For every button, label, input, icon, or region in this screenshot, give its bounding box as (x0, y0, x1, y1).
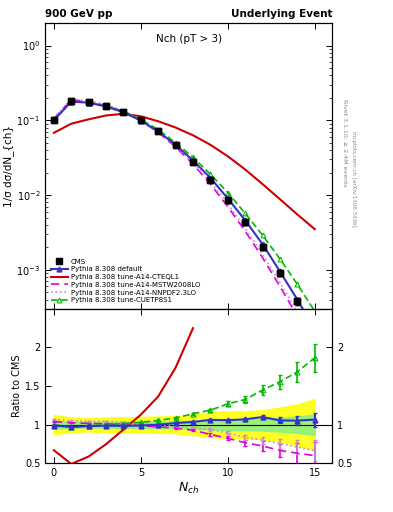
Pythia 8.308 tune-CUETP8S1 (104, 103, 108, 109)
Pythia 8.308 default (173, 142, 178, 148)
Pythia 8.308 tune-A14-NNPDF2.3LO (104, 101, 108, 108)
Pythia 8.308 tune-A14-NNPDF2.3LO (295, 309, 300, 315)
Line: Pythia 8.308 default: Pythia 8.308 default (51, 99, 317, 332)
Pythia 8.308 tune-A14-MSTW2008LO (51, 116, 56, 122)
Pythia 8.308 tune-CUETP8S1 (191, 154, 195, 160)
Pythia 8.308 default (295, 296, 300, 303)
Pythia 8.308 tune-A14-NNPDF2.3LO (312, 342, 317, 348)
Line: Pythia 8.308 tune-A14-NNPDF2.3LO: Pythia 8.308 tune-A14-NNPDF2.3LO (54, 99, 315, 345)
Pythia 8.308 tune-A14-CTEQL1 (312, 226, 317, 232)
Pythia 8.308 tune-A14-NNPDF2.3LO (226, 201, 230, 207)
Pythia 8.308 tune-CUETP8S1 (86, 100, 91, 106)
Pythia 8.308 tune-CUETP8S1 (260, 232, 265, 238)
Pythia 8.308 tune-A14-MSTW2008LO (277, 283, 282, 289)
Pythia 8.308 tune-A14-MSTW2008LO (295, 313, 300, 319)
Pythia 8.308 tune-CUETP8S1 (243, 210, 248, 217)
Pythia 8.308 tune-A14-NNPDF2.3LO (69, 96, 73, 102)
Y-axis label: 1/σ dσ/dN_{ch}: 1/σ dσ/dN_{ch} (3, 125, 14, 207)
Pythia 8.308 tune-A14-CTEQL1 (173, 124, 178, 131)
Pythia 8.308 tune-CUETP8S1 (69, 98, 73, 104)
Pythia 8.308 tune-A14-NNPDF2.3LO (173, 143, 178, 150)
Pythia 8.308 tune-A14-NNPDF2.3LO (277, 279, 282, 285)
Pythia 8.308 tune-A14-NNPDF2.3LO (191, 160, 195, 166)
Pythia 8.308 tune-A14-NNPDF2.3LO (121, 108, 126, 114)
Pythia 8.308 tune-A14-CTEQL1 (69, 121, 73, 127)
Pythia 8.308 tune-A14-CTEQL1 (156, 118, 161, 124)
Pythia 8.308 tune-CUETP8S1 (156, 126, 161, 133)
Pythia 8.308 tune-A14-MSTW2008LO (226, 204, 230, 210)
Pythia 8.308 tune-CUETP8S1 (226, 189, 230, 196)
Pythia 8.308 tune-CUETP8S1 (51, 117, 56, 123)
Pythia 8.308 default (243, 217, 248, 223)
Pythia 8.308 tune-A14-MSTW2008LO (104, 102, 108, 109)
Pythia 8.308 tune-A14-MSTW2008LO (243, 228, 248, 234)
Pythia 8.308 tune-CUETP8S1 (312, 308, 317, 314)
Pythia 8.308 tune-A14-MSTW2008LO (121, 109, 126, 115)
Text: 900 GeV pp: 900 GeV pp (45, 9, 113, 19)
Pythia 8.308 tune-A14-MSTW2008LO (208, 181, 213, 187)
Pythia 8.308 tune-A14-CTEQL1 (260, 181, 265, 187)
Pythia 8.308 tune-A14-MSTW2008LO (260, 254, 265, 261)
Pythia 8.308 tune-A14-CTEQL1 (121, 111, 126, 117)
Pythia 8.308 tune-A14-CTEQL1 (51, 130, 56, 136)
Pythia 8.308 default (138, 118, 143, 124)
Pythia 8.308 tune-A14-MSTW2008LO (138, 118, 143, 124)
Text: mcplots.cern.ch [arXiv:1306.3436]: mcplots.cern.ch [arXiv:1306.3436] (351, 132, 356, 227)
Y-axis label: Ratio to CMS: Ratio to CMS (12, 355, 22, 417)
Pythia 8.308 default (191, 157, 195, 163)
Pythia 8.308 default (260, 241, 265, 247)
Pythia 8.308 default (156, 129, 161, 135)
Pythia 8.308 tune-CUETP8S1 (121, 108, 126, 114)
Pythia 8.308 tune-A14-MSTW2008LO (86, 98, 91, 104)
Line: Pythia 8.308 tune-A14-MSTW2008LO: Pythia 8.308 tune-A14-MSTW2008LO (54, 100, 315, 348)
Text: Underlying Event: Underlying Event (231, 9, 332, 19)
Pythia 8.308 tune-A14-MSTW2008LO (156, 129, 161, 135)
Text: Nch (pT > 3): Nch (pT > 3) (156, 34, 222, 45)
Pythia 8.308 tune-A14-NNPDF2.3LO (243, 225, 248, 231)
Pythia 8.308 default (277, 268, 282, 274)
Pythia 8.308 tune-CUETP8S1 (138, 116, 143, 122)
Legend: CMS, Pythia 8.308 default, Pythia 8.308 tune-A14-CTEQL1, Pythia 8.308 tune-A14-M: CMS, Pythia 8.308 default, Pythia 8.308 … (49, 257, 202, 305)
Pythia 8.308 tune-A14-CTEQL1 (208, 142, 213, 148)
Pythia 8.308 tune-A14-NNPDF2.3LO (208, 179, 213, 185)
Pythia 8.308 tune-A14-NNPDF2.3LO (86, 98, 91, 104)
Pythia 8.308 default (86, 100, 91, 106)
Pythia 8.308 default (51, 117, 56, 123)
Pythia 8.308 tune-CUETP8S1 (295, 281, 300, 287)
Pythia 8.308 tune-A14-CTEQL1 (86, 116, 91, 122)
Pythia 8.308 default (69, 98, 73, 104)
Pythia 8.308 tune-CUETP8S1 (173, 140, 178, 146)
Pythia 8.308 tune-A14-MSTW2008LO (69, 97, 73, 103)
Text: Rivet 3.1.10; ≥ 2.4M events: Rivet 3.1.10; ≥ 2.4M events (342, 99, 347, 187)
Pythia 8.308 default (104, 103, 108, 110)
X-axis label: $N_{ch}$: $N_{ch}$ (178, 481, 199, 496)
Pythia 8.308 tune-A14-NNPDF2.3LO (260, 251, 265, 258)
Pythia 8.308 tune-A14-CTEQL1 (138, 113, 143, 119)
Pythia 8.308 tune-A14-CTEQL1 (243, 166, 248, 173)
Pythia 8.308 default (226, 196, 230, 202)
Pythia 8.308 default (121, 109, 126, 115)
Pythia 8.308 tune-A14-CTEQL1 (277, 196, 282, 202)
Pythia 8.308 tune-A14-CTEQL1 (226, 153, 230, 159)
Pythia 8.308 tune-CUETP8S1 (277, 256, 282, 262)
Line: Pythia 8.308 tune-CUETP8S1: Pythia 8.308 tune-CUETP8S1 (51, 99, 317, 313)
Pythia 8.308 tune-A14-MSTW2008LO (312, 345, 317, 351)
Text: CMS_2011_S9120041: CMS_2011_S9120041 (147, 321, 230, 329)
Pythia 8.308 default (208, 175, 213, 181)
Pythia 8.308 tune-A14-MSTW2008LO (173, 144, 178, 150)
Pythia 8.308 tune-A14-CTEQL1 (104, 113, 108, 119)
Pythia 8.308 default (312, 326, 317, 332)
Pythia 8.308 tune-A14-NNPDF2.3LO (51, 115, 56, 121)
Pythia 8.308 tune-A14-MSTW2008LO (191, 161, 195, 167)
Pythia 8.308 tune-CUETP8S1 (208, 171, 213, 177)
Line: Pythia 8.308 tune-A14-CTEQL1: Pythia 8.308 tune-A14-CTEQL1 (54, 114, 315, 229)
Pythia 8.308 tune-A14-NNPDF2.3LO (138, 117, 143, 123)
Pythia 8.308 tune-A14-CTEQL1 (191, 132, 195, 138)
Pythia 8.308 tune-A14-CTEQL1 (295, 211, 300, 218)
Pythia 8.308 tune-A14-NNPDF2.3LO (156, 129, 161, 135)
